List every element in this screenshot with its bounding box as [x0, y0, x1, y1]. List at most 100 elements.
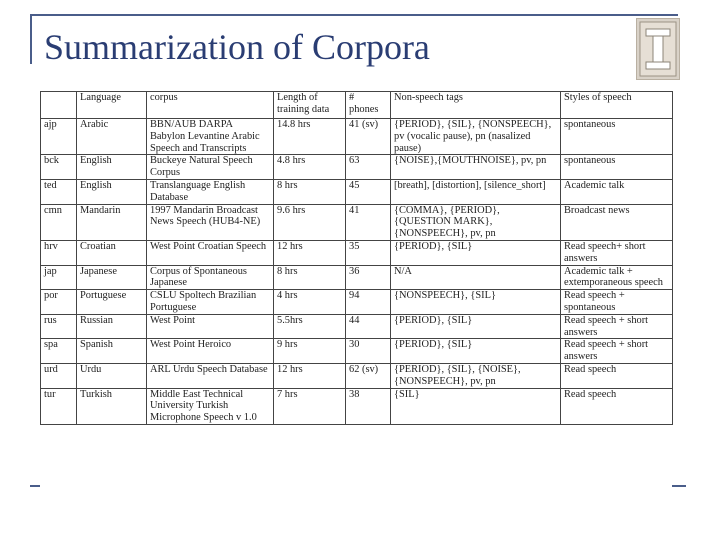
training-length-cell: 8 hrs	[273, 178, 346, 205]
table-row: urd Urdu ARL Urdu Speech Database 12 hrs 62 …	[40, 362, 673, 389]
language-cell: English	[76, 154, 147, 180]
speech-style-cell: Read speech	[560, 362, 673, 389]
language-cell: Croatian	[76, 239, 147, 266]
language-cell: Portuguese	[76, 289, 147, 315]
table-row: por Portuguese CSLU Spoltech Brazilian Por…	[40, 289, 673, 315]
language-code-cell: ted	[40, 178, 77, 205]
training-length-cell: 5.5hrs	[273, 313, 346, 340]
corpus-cell: Translanguage English Database	[146, 178, 274, 205]
corpus-cell: West Point Heroico	[146, 338, 274, 364]
training-length-cell: 7 hrs	[273, 387, 346, 425]
training-length-cell: 4 hrs	[273, 289, 346, 315]
footer-rule-left	[30, 485, 40, 487]
table-row: hrv Croatian West Point Croatian Speech 12 …	[40, 239, 673, 266]
phones-cell: 41 (sv)	[345, 117, 391, 156]
training-length-cell: 4.8 hrs	[273, 154, 346, 180]
slide-title: Summarization of Corpora	[44, 27, 430, 67]
phones-cell: 45	[345, 178, 391, 205]
non-speech-tags-cell: {NONSPEECH}, {SIL}	[390, 289, 561, 315]
phones-cell: 62 (sv)	[345, 362, 391, 389]
language-cell: Mandarin	[76, 203, 147, 241]
speech-style-cell: Read speech + short answers	[560, 313, 673, 340]
language-code-cell: cmn	[40, 203, 77, 241]
university-i-logo	[636, 18, 680, 80]
phones-cell: 38	[345, 387, 391, 425]
training-length-cell: 14.8 hrs	[273, 117, 346, 156]
non-speech-tags-cell: {PERIOD}, {SIL}, {NOISE}, {NONSPEECH}, p…	[390, 362, 561, 389]
non-speech-tags-cell: {PERIOD}, {SIL}	[390, 239, 561, 266]
non-speech-tags-cell: [breath], [distortion], [silence_short]	[390, 178, 561, 205]
language-code-cell: jap	[40, 264, 77, 291]
table-row: jap Japanese Corpus of Spontaneous Japanes…	[40, 264, 673, 291]
corpus-cell: West Point	[146, 313, 274, 340]
table-row: cmn Mandarin 1997 Mandarin Broadcast News …	[40, 203, 673, 241]
corpus-cell: Corpus of Spontaneous Japanese	[146, 264, 274, 291]
phones-cell: 30	[345, 338, 391, 364]
corpus-header: corpus	[146, 91, 274, 119]
table-row: rus Russian West Point 5.5hrs 44 {PERIOD}, {S…	[40, 313, 673, 340]
corpus-cell: BBN/AUB DARPA Babylon Levantine Arabic S…	[146, 117, 274, 156]
non-speech-tags-cell: {PERIOD}, {SIL}	[390, 338, 561, 364]
corpus-cell: ARL Urdu Speech Database	[146, 362, 274, 389]
phones-header: # phones	[345, 91, 391, 119]
corpus-cell: Buckeye Natural Speech Corpus	[146, 154, 274, 180]
language-code-cell: rus	[40, 313, 77, 340]
training-length-header: Length of training data	[273, 91, 346, 119]
language-cell: Spanish	[76, 338, 147, 364]
speech-style-cell: Academic talk + extemporaneous speech	[560, 264, 673, 291]
header-row: Language corpus Length of training data # pho…	[40, 91, 673, 119]
speech-style-cell: Read speech+ short answers	[560, 239, 673, 266]
non-speech-tags-cell: {SIL}	[390, 387, 561, 425]
phones-cell: 63	[345, 154, 391, 180]
training-length-cell: 12 hrs	[273, 239, 346, 266]
language-code-cell: por	[40, 289, 77, 315]
non-speech-tags-header: Non-speech tags	[390, 91, 561, 119]
table-row: tur Turkish Middle East Technical Universi…	[40, 387, 673, 425]
non-speech-tags-cell: {PERIOD}, {SIL}	[390, 313, 561, 340]
table-header: Language corpus Length of training data # pho…	[40, 91, 673, 119]
non-speech-tags-cell: N/A	[390, 264, 561, 291]
speech-style-cell: spontaneous	[560, 117, 673, 156]
language-code-cell: ajp	[40, 117, 77, 156]
language-cell: Urdu	[76, 362, 147, 389]
non-speech-tags-cell: {PERIOD}, {SIL}, {NONSPEECH}, pv (vocali…	[390, 117, 561, 156]
language-cell: Russian	[76, 313, 147, 340]
phones-cell: 41	[345, 203, 391, 241]
language-cell: Japanese	[76, 264, 147, 291]
corpora-table: Language corpus Length of training data # pho…	[40, 91, 673, 425]
language-cell: English	[76, 178, 147, 205]
speech-style-cell: spontaneous	[560, 154, 673, 180]
non-speech-tags-cell: {NOISE},{MOUTHNOISE}, pv, pn	[390, 154, 561, 180]
title-accent-rule-vertical	[30, 14, 32, 64]
speech-style-cell: Read speech + spontaneous	[560, 289, 673, 315]
footer-rule-right	[672, 485, 686, 487]
training-length-cell: 12 hrs	[273, 362, 346, 389]
phones-cell: 94	[345, 289, 391, 315]
language-cell: Arabic	[76, 117, 147, 156]
speech-styles-header: Styles of speech	[560, 91, 673, 119]
corpus-cell: West Point Croatian Speech	[146, 239, 274, 266]
training-length-cell: 8 hrs	[273, 264, 346, 291]
corpus-cell: 1997 Mandarin Broadcast News Speech (HUB…	[146, 203, 274, 241]
table-row: bck English Buckeye Natural Speech Corpus 4…	[40, 154, 673, 180]
speech-style-cell: Broadcast news	[560, 203, 673, 241]
code-header	[40, 91, 77, 119]
language-header: Language	[76, 91, 147, 119]
training-length-cell: 9 hrs	[273, 338, 346, 364]
title-accent-rule-horizontal	[30, 14, 678, 16]
phones-cell: 36	[345, 264, 391, 291]
non-speech-tags-cell: {COMMA}, {PERIOD}, {QUESTION MARK}, {NON…	[390, 203, 561, 241]
table-row: spa Spanish West Point Heroico 9 hrs 30 {PERI…	[40, 338, 673, 364]
speech-style-cell: Academic talk	[560, 178, 673, 205]
corpus-cell: CSLU Spoltech Brazilian Portuguese	[146, 289, 274, 315]
language-code-cell: bck	[40, 154, 77, 180]
training-length-cell: 9.6 hrs	[273, 203, 346, 241]
speech-style-cell: Read speech + short answers	[560, 338, 673, 364]
language-code-cell: urd	[40, 362, 77, 389]
table-row: ted English Translanguage English Database…	[40, 178, 673, 205]
language-code-cell: tur	[40, 387, 77, 425]
speech-style-cell: Read speech	[560, 387, 673, 425]
corpus-cell: Middle East Technical University Turkish…	[146, 387, 274, 425]
table-row: ajp Arabic BBN/AUB DARPA Babylon Levantine…	[40, 117, 673, 156]
language-code-cell: spa	[40, 338, 77, 364]
